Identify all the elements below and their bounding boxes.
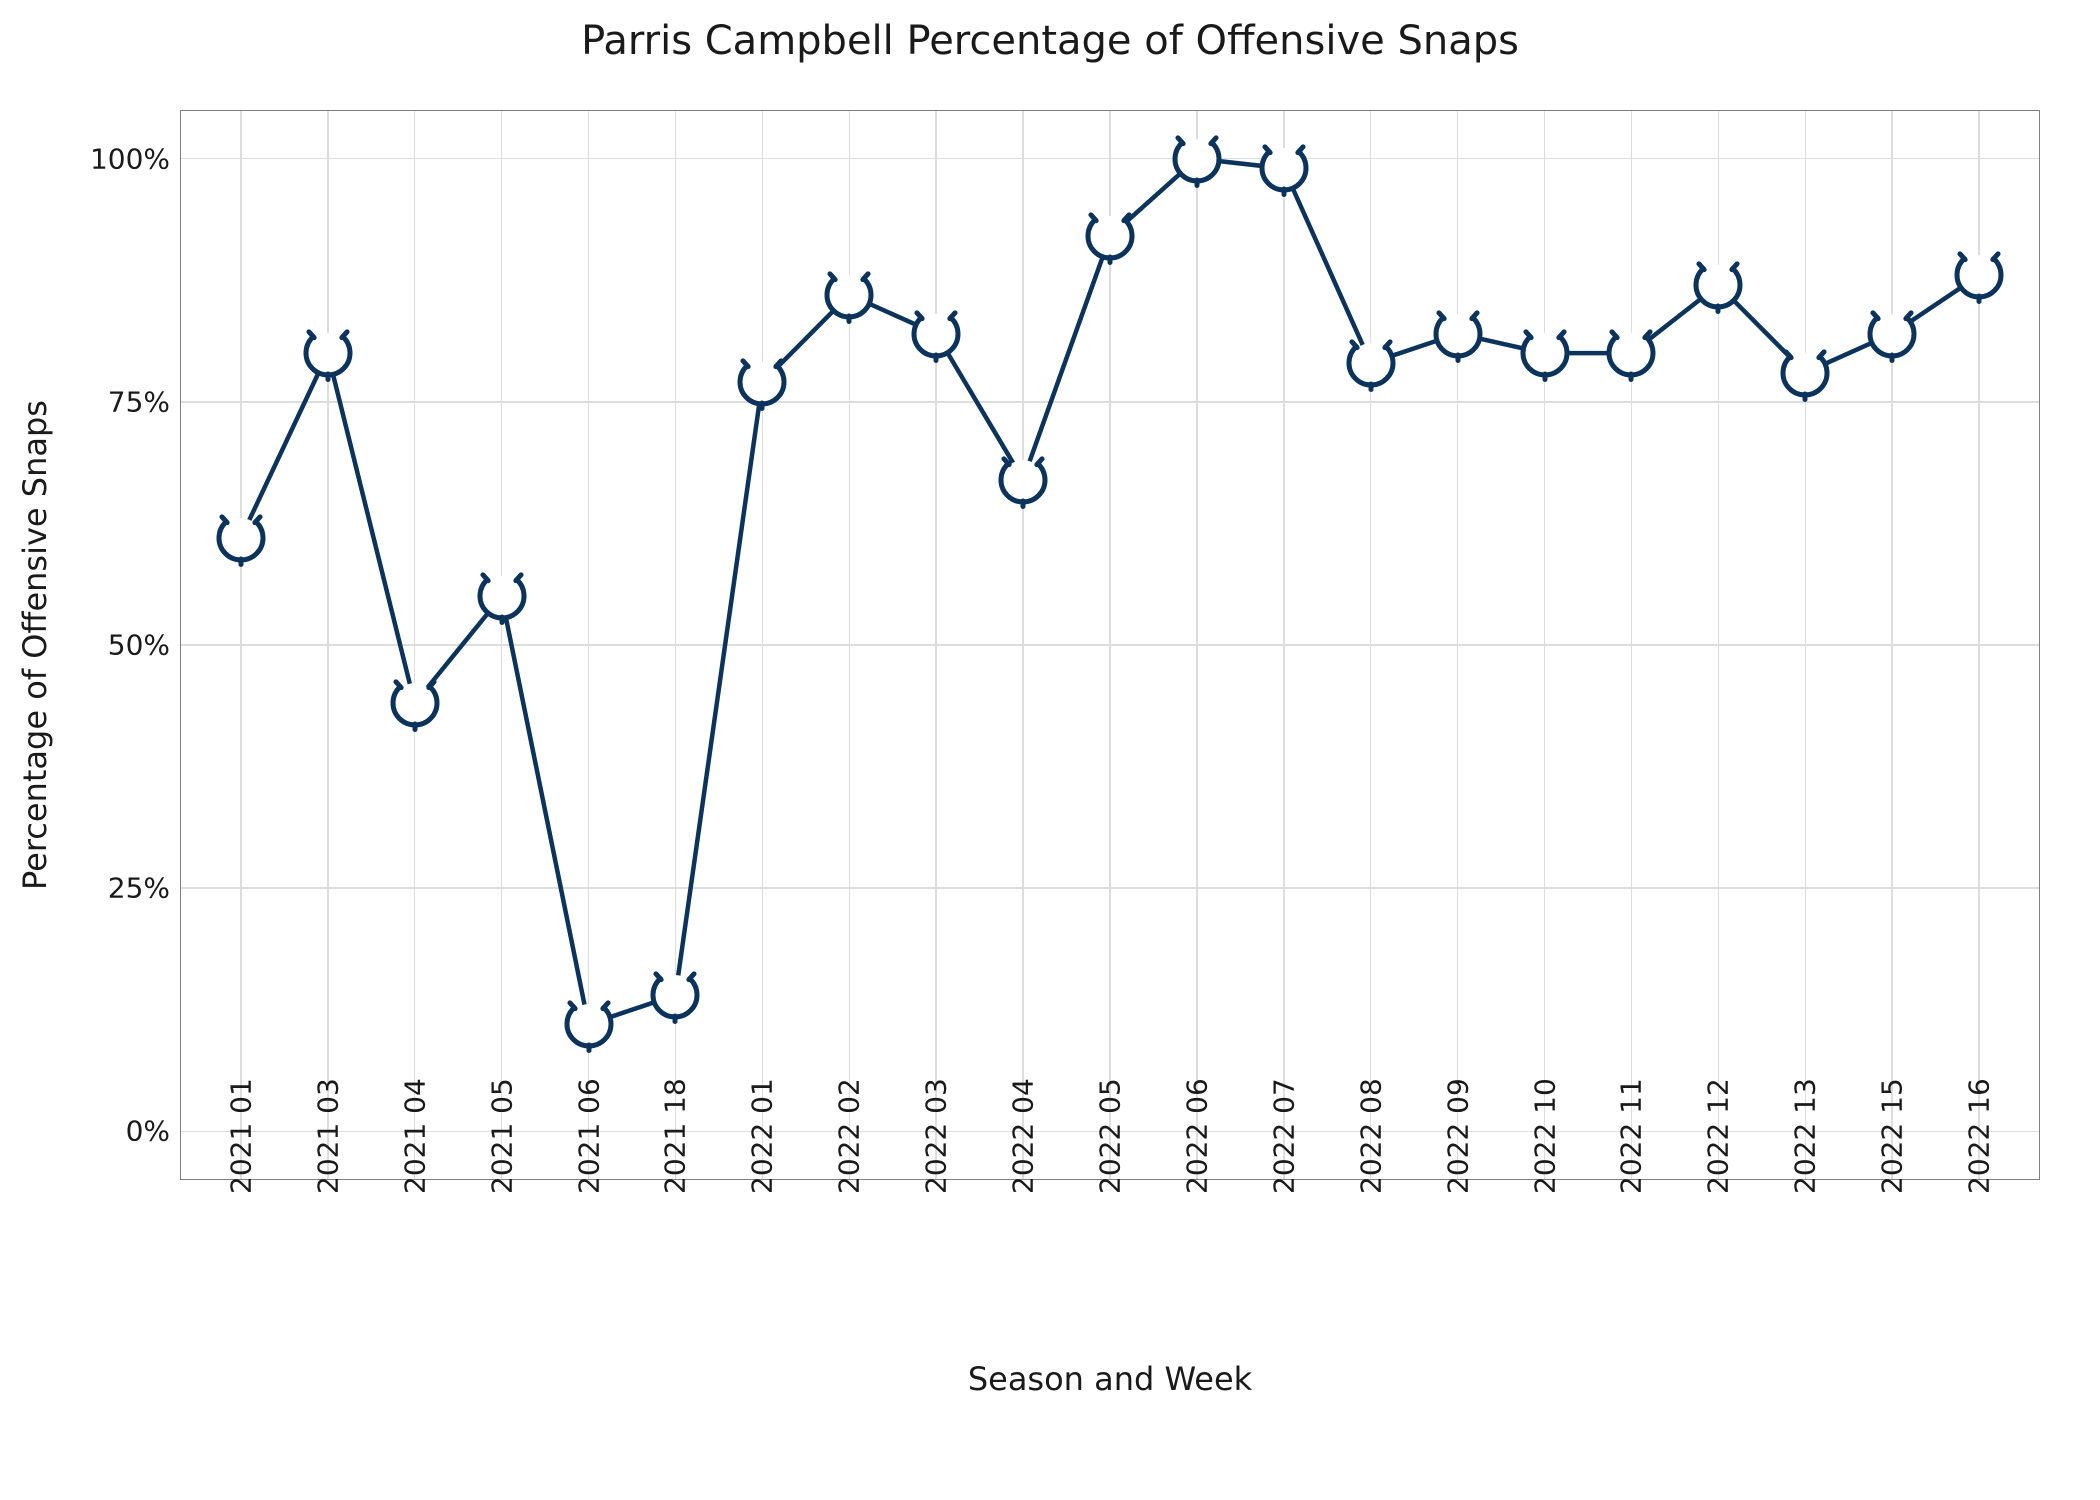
chart-svg xyxy=(0,0,2100,1500)
chart-container: Parris Campbell Percentage of Offensive … xyxy=(0,0,2100,1500)
